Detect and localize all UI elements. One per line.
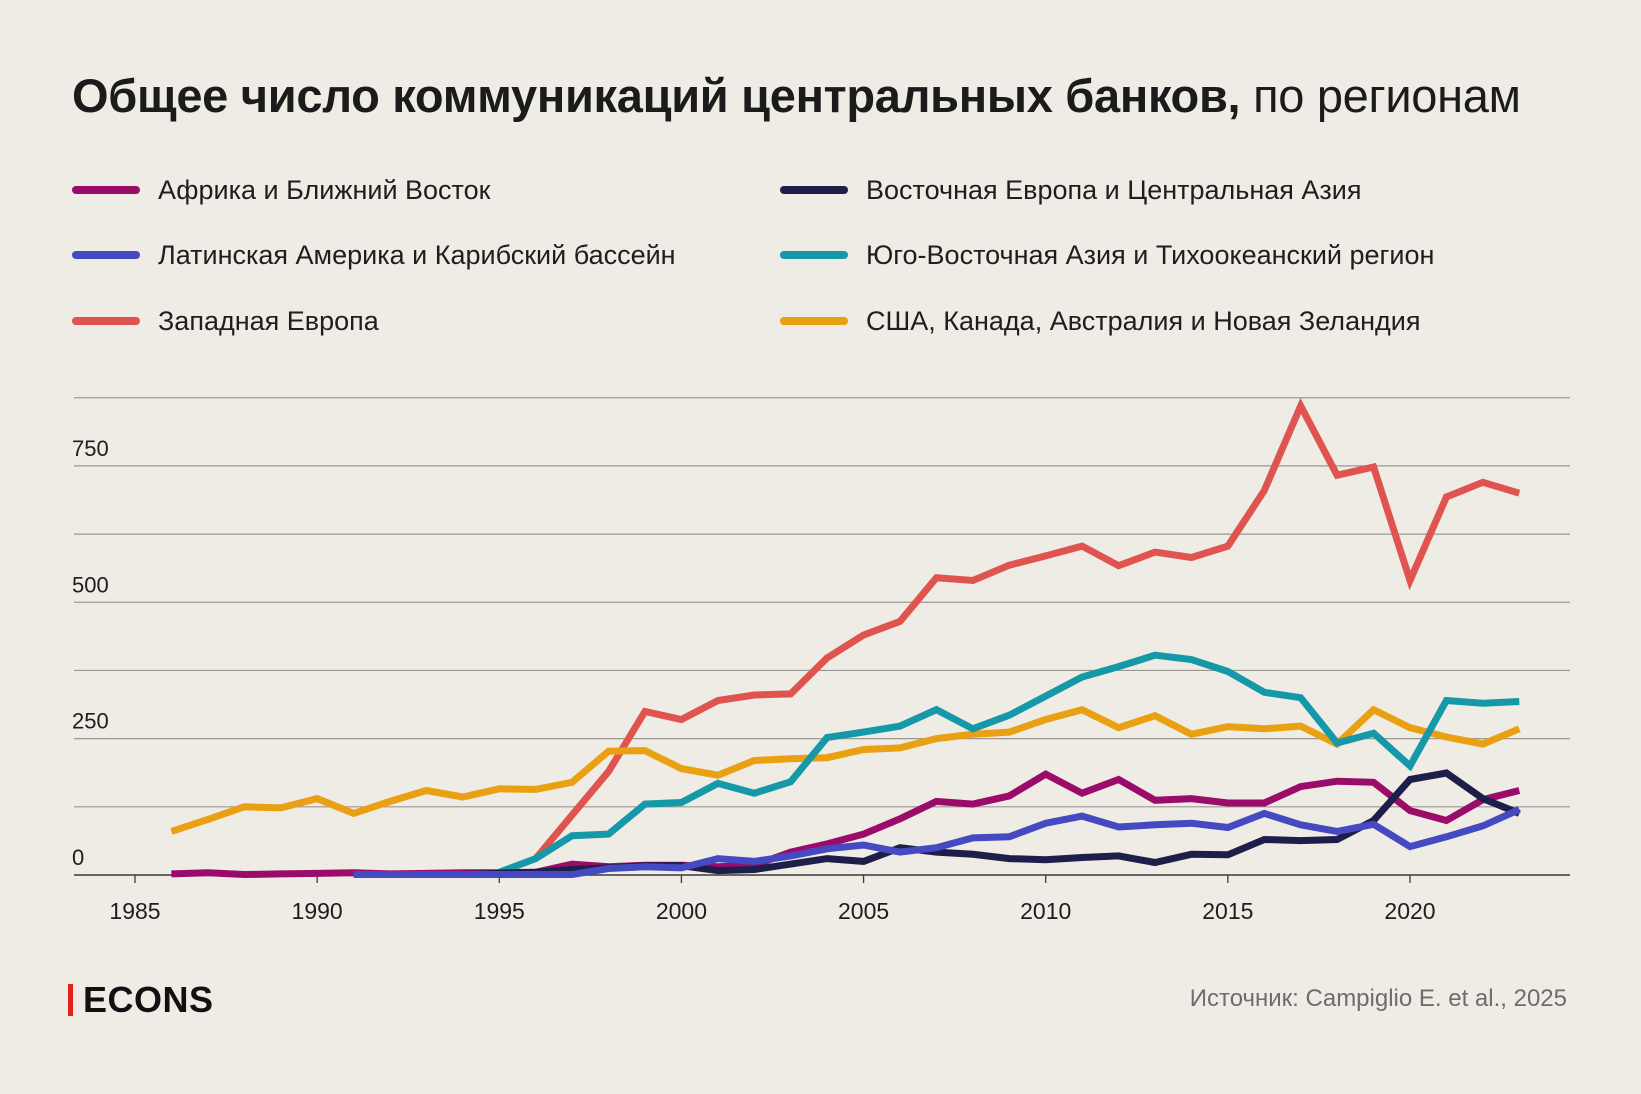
- series-line: [498, 651, 1520, 876]
- x-tick-label: 1985: [109, 898, 160, 924]
- x-tick-label: 2015: [1202, 898, 1253, 924]
- legend-label: Африка и Ближний Восток: [158, 174, 491, 205]
- legend-item: Западная Европа: [72, 301, 379, 341]
- x-tick-label: 1995: [474, 898, 525, 924]
- brand-accent-bar: [68, 984, 73, 1016]
- legend-label: Западная Европа: [158, 305, 379, 336]
- legend-label: Восточная Европа и Центральная Азия: [866, 174, 1362, 205]
- y-tick-label: 500: [72, 572, 109, 597]
- x-tick-label: 1990: [292, 898, 343, 924]
- legend-label: Латинская Америка и Карибский бассейн: [158, 239, 676, 270]
- y-tick-label: 0: [72, 845, 84, 870]
- chart-title: Общее число коммуникаций центральных бан…: [72, 66, 1521, 126]
- x-tick-label: 2010: [1020, 898, 1071, 924]
- legend-item: Африка и Ближний Восток: [72, 170, 490, 210]
- x-tick-label: 2020: [1384, 898, 1435, 924]
- legend-item: США, Канада, Австралия и Новая Зеландия: [780, 301, 1420, 341]
- legend-swatch: [780, 186, 848, 194]
- y-tick-label: 250: [72, 709, 109, 734]
- x-tick-label: 2005: [838, 898, 889, 924]
- chart-title-light: по регионам: [1240, 69, 1521, 122]
- series-line: [353, 806, 1521, 878]
- legend-label: Юго-Восточная Азия и Тихоокеанский регио…: [866, 239, 1435, 270]
- legend-swatch: [72, 251, 140, 259]
- legend: Африка и Ближний Восток Латинская Америка…: [72, 170, 1572, 350]
- legend-item: Латинская Америка и Карибский бассейн: [72, 235, 676, 275]
- legend-item: Восточная Европа и Центральная Азия: [780, 170, 1362, 210]
- brand-logo: ECONS: [68, 978, 214, 1022]
- legend-item: Юго-Восточная Азия и Тихоокеанский регио…: [780, 235, 1434, 275]
- brand-name: ECONS: [83, 979, 214, 1020]
- legend-swatch: [72, 317, 140, 325]
- series-line: [533, 397, 1521, 861]
- legend-swatch: [780, 317, 848, 325]
- x-tick-label: 2000: [656, 898, 707, 924]
- source-note: Источник: Campiglio E. et al., 2025: [1189, 985, 1567, 1012]
- series-line: [170, 705, 1521, 835]
- y-tick-label: 750: [72, 436, 109, 461]
- legend-swatch: [780, 251, 848, 259]
- legend-swatch: [72, 186, 140, 194]
- chart-title-bold: Общее число коммуникаций центральных бан…: [72, 69, 1241, 122]
- legend-label: США, Канада, Австралия и Новая Зеландия: [866, 305, 1421, 336]
